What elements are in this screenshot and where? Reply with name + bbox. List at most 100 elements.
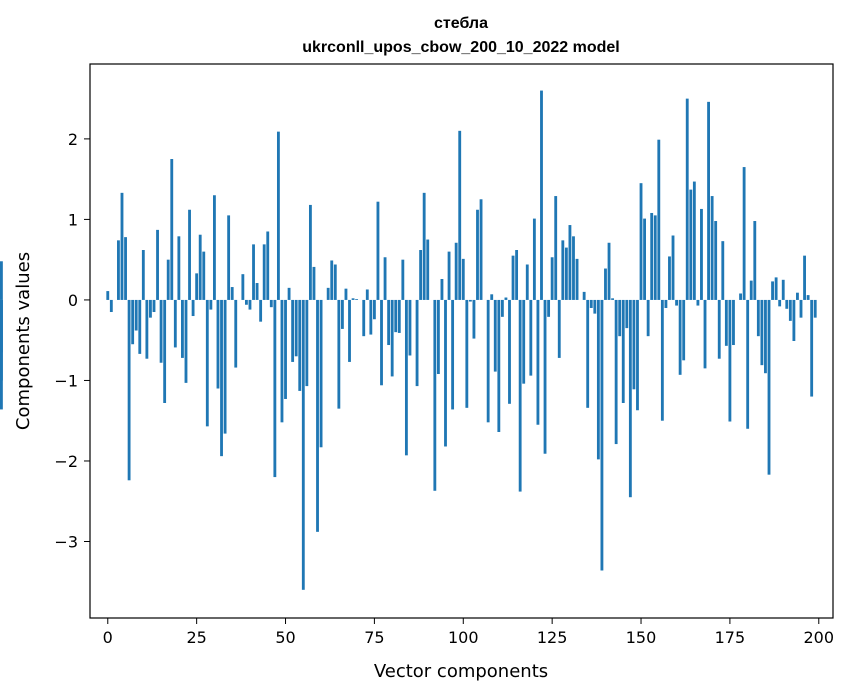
bar-111 (500, 299, 504, 317)
y-tick-label: 1 (68, 210, 78, 229)
bar-65 (337, 299, 341, 409)
bar-170 (710, 196, 714, 300)
bar-1 (109, 299, 113, 313)
bar-31 (216, 299, 220, 389)
bar-171 (714, 221, 718, 300)
bar-83 (401, 259, 405, 300)
bar-99 (458, 130, 462, 300)
bar-130 (568, 225, 572, 300)
bar-62 (326, 287, 330, 300)
bar-150 (639, 183, 643, 300)
bar-series (0, 90, 817, 590)
bar-4 (120, 192, 124, 300)
y-tick-label: −2 (54, 452, 78, 471)
bar-90 (426, 239, 430, 300)
bar-104 (476, 209, 479, 300)
bar-95 (444, 299, 447, 447)
bar-43 (259, 299, 263, 322)
bar-147 (628, 299, 632, 498)
bar-144 (618, 299, 622, 337)
bar-77 (380, 299, 383, 386)
bar-121 (536, 299, 540, 425)
bar-48 (276, 131, 280, 300)
bar-25 (195, 273, 199, 300)
bar-67 (344, 288, 348, 300)
bar-197 (806, 295, 810, 300)
bar-34 (227, 215, 231, 300)
bar-26 (198, 234, 202, 300)
bar-137 (593, 299, 597, 314)
bar-68 (348, 299, 351, 362)
bar-7 (131, 299, 135, 345)
x-axis: 0 25 50 75 100 125 150 175 200 (103, 618, 834, 647)
bar-46 (269, 299, 273, 308)
bar-161 (678, 299, 682, 375)
bar-188 (774, 277, 778, 300)
bar-156 (660, 299, 664, 421)
bar-88 (419, 250, 423, 300)
bar-85 (408, 299, 412, 356)
bar-100 (461, 258, 465, 300)
bar-17 (166, 259, 170, 300)
bar-174 (724, 299, 728, 346)
bar-75 (372, 299, 376, 320)
bar-181 (749, 280, 753, 300)
bar-113 (508, 299, 511, 404)
bar-12 (149, 299, 152, 318)
bar-52 (291, 299, 295, 362)
bar-56 (305, 299, 309, 387)
bar-40 (248, 299, 252, 310)
bar-33 (223, 299, 227, 434)
bar-15 (159, 299, 163, 363)
bar-93 (436, 299, 440, 375)
bar-108 (490, 294, 494, 300)
bar-158 (668, 256, 671, 300)
y-tick-label: 2 (68, 130, 78, 149)
bar-39 (245, 299, 248, 305)
bar-105 (479, 199, 483, 300)
bar-98 (454, 242, 458, 300)
bar-92 (433, 299, 437, 491)
x-tick-label: 25 (186, 628, 206, 647)
x-tick-label: 75 (364, 628, 384, 647)
bar-0 (106, 291, 110, 300)
bar-undefined (0, 261, 3, 300)
bar-131 (572, 236, 575, 300)
bar-27 (202, 251, 206, 300)
bar-59 (316, 299, 319, 532)
bar-143 (614, 299, 618, 445)
bar-114 (511, 255, 515, 300)
bar-151 (643, 218, 646, 300)
bar-117 (522, 299, 526, 384)
bar-51 (287, 287, 291, 300)
bar-36 (234, 299, 238, 368)
bar-125 (550, 257, 554, 300)
x-tick-label: 150 (626, 628, 657, 647)
bar-191 (785, 299, 789, 309)
bar-45 (266, 231, 270, 300)
y-axis: −3 −2 −1 0 1 2 (54, 130, 90, 552)
bar-64 (333, 264, 337, 300)
bar-138 (596, 299, 600, 460)
bar-87 (415, 299, 419, 387)
bar-180 (746, 299, 750, 429)
bar-13 (152, 299, 156, 313)
x-axis-label: Vector components (374, 661, 548, 682)
bar-193 (792, 299, 796, 341)
bar-142 (611, 298, 615, 300)
bar-96 (447, 251, 451, 300)
bar-102 (468, 299, 472, 302)
bar-18 (170, 159, 174, 300)
bar-145 (621, 299, 625, 403)
bar-78 (383, 257, 387, 300)
bar-190 (781, 279, 785, 300)
bar-136 (589, 299, 593, 308)
bar-195 (799, 299, 803, 318)
bar-19 (173, 299, 177, 348)
bar-84 (404, 299, 408, 456)
bar-38 (241, 274, 245, 300)
bar-186 (767, 299, 771, 475)
bar-162 (682, 299, 686, 361)
bar-178 (739, 293, 742, 300)
chart-subtitle: ukrconll_upos_cbow_200_10_2022 model (302, 39, 619, 56)
